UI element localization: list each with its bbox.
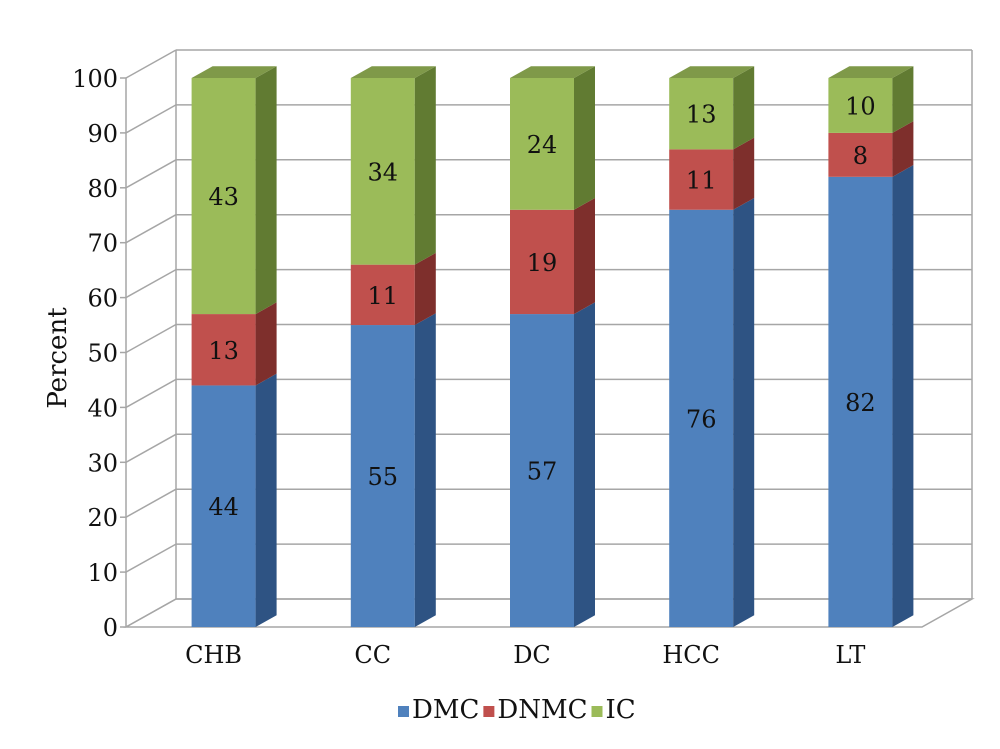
bar-side-ic-chb	[255, 66, 277, 315]
bar-dmc-dc	[510, 314, 574, 627]
legend-swatch-ic	[591, 706, 603, 717]
bar-ic-lt	[828, 78, 893, 133]
data-label-dnmc-dc: 19	[527, 249, 558, 277]
bar-ic-dc	[510, 78, 574, 210]
data-label-ic-dc: 24	[527, 131, 558, 159]
legend-label-ic: IC	[606, 695, 636, 725]
y-tick-label: 90	[87, 120, 118, 148]
y-tick-label: 100	[72, 65, 118, 93]
legend: DMC DNMC IC	[398, 695, 636, 725]
legend-label-dnmc: DNMC	[497, 695, 587, 725]
y-tick-label: 70	[87, 230, 118, 258]
bar-top-lt	[828, 66, 914, 78]
bar-side-dnmc-dc	[574, 198, 595, 315]
data-label-dnmc-chb: 13	[208, 337, 239, 365]
bar-side-dmc-lt	[892, 165, 914, 627]
data-labels: 44 13 43 55 11 34 57 19 24 76 11 13 82 8 10	[208, 92, 875, 521]
bar-dnmc-lt	[828, 132, 893, 177]
bar-side-ic-dc	[574, 66, 595, 210]
legend-swatch-dmc	[398, 706, 409, 717]
bar-ic-hcc	[669, 78, 734, 150]
bar-dnmc-chb	[191, 314, 256, 386]
y-tick-label: 50	[87, 340, 118, 368]
bar-dnmc-dc	[510, 209, 574, 315]
x-category-label: DC	[513, 641, 551, 669]
bar-side-dmc-hcc	[733, 198, 755, 627]
y-tick-label: 20	[87, 504, 118, 532]
bar-side-dmc-cc	[414, 313, 436, 627]
gridline-side	[125, 214, 177, 244]
bar-side-dnmc-cc	[414, 252, 436, 326]
bar-side-ic-cc	[414, 66, 436, 265]
gridline-side	[125, 49, 177, 79]
y-tick-label: 40	[87, 394, 118, 422]
bar-dnmc-cc	[350, 264, 415, 326]
gridline-side	[125, 378, 177, 409]
data-label-ic-cc: 34	[368, 158, 399, 186]
bar-dnmc-hcc	[669, 149, 734, 210]
gridline-side	[125, 543, 177, 573]
x-category-label: HCC	[662, 641, 720, 669]
y-tick-label: 30	[87, 449, 118, 477]
bar-side-dnmc-lt	[892, 121, 914, 177]
bar-top-chb	[191, 66, 277, 78]
gridline-side	[125, 488, 177, 518]
y-tick-label: 10	[87, 559, 118, 587]
data-label-dnmc-lt: 8	[853, 142, 868, 170]
y-tick-label: 80	[87, 175, 118, 203]
bar-side-dmc-chb	[255, 373, 277, 627]
x-category-label: CC	[354, 641, 391, 669]
data-label-dmc-cc: 55	[368, 463, 399, 491]
bar-dmc-hcc	[669, 209, 734, 627]
bar-top-hcc	[669, 66, 755, 78]
bar-side-ic-lt	[892, 66, 914, 133]
data-label-dmc-hcc: 76	[686, 405, 717, 433]
data-label-dmc-lt: 82	[845, 389, 876, 417]
data-label-dnmc-hcc: 11	[686, 167, 717, 195]
gridline-side	[125, 268, 177, 299]
gridline-side	[125, 433, 177, 463]
bar-side-dnmc-hcc	[733, 137, 755, 210]
data-label-ic-lt: 10	[845, 92, 876, 120]
floor	[123, 598, 975, 628]
x-category-label: LT	[835, 641, 865, 669]
bars	[191, 66, 914, 627]
y-axis-title: Percent	[43, 307, 73, 409]
bar-dmc-cc	[350, 325, 415, 627]
axes: 0 10 20 30 40 50 60 70 80 90 100 CHB CC DC HCC LT	[72, 50, 975, 669]
bar-ic-chb	[191, 78, 256, 315]
y-tick-label: 0	[103, 614, 118, 642]
bar-dmc-chb	[191, 385, 256, 627]
bar-top-dc	[510, 66, 595, 78]
bar-side-dnmc-chb	[255, 302, 277, 386]
legend-label-dmc: DMC	[412, 695, 479, 725]
gridline-side	[125, 104, 177, 134]
data-label-dmc-dc: 57	[527, 458, 558, 486]
bar-side-dmc-dc	[574, 302, 595, 627]
bar-side-ic-hcc	[733, 66, 755, 150]
data-label-dmc-chb: 44	[208, 493, 239, 521]
gridline-side	[125, 323, 177, 354]
bar-dmc-lt	[828, 176, 893, 627]
gridline-side	[125, 159, 177, 189]
bar-ic-cc	[350, 78, 415, 265]
data-label-ic-hcc: 13	[686, 101, 717, 129]
y-tick-label: 60	[87, 285, 118, 313]
bar-top-cc	[350, 66, 436, 78]
data-label-dnmc-cc: 11	[368, 282, 399, 310]
x-category-label: CHB	[185, 641, 242, 669]
data-label-ic-chb: 43	[208, 183, 239, 211]
legend-swatch-dnmc	[483, 706, 495, 717]
